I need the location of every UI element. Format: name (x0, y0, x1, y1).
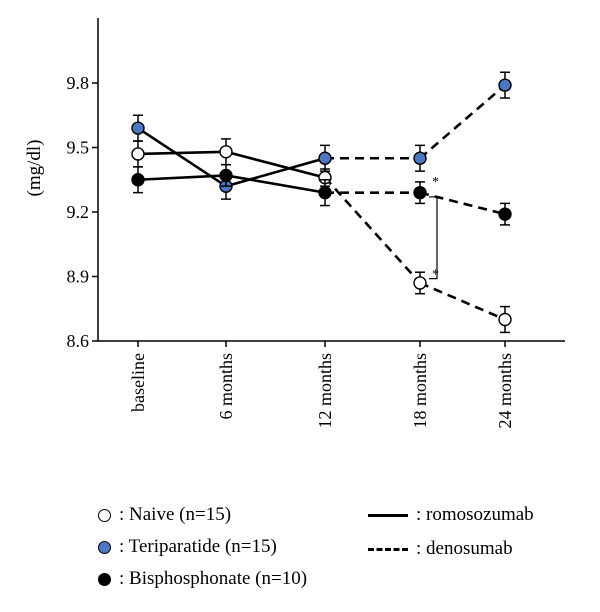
y-tick-label: 9.8 (67, 73, 90, 93)
legend-label-naive: : Naive (n=15) (119, 504, 232, 525)
legend-item-romosozumab: : romosozumab (368, 504, 534, 526)
naive-point (498, 312, 512, 327)
bisphosphonate-point (131, 173, 145, 187)
y-tick-label: 8.6 (67, 331, 90, 351)
x-tick-label: 24 months (495, 353, 515, 429)
legend-item-denosumab: : denosumab (368, 538, 513, 560)
teriparatide-segment (225, 156, 326, 188)
series-layer (131, 71, 512, 334)
naive-segment (419, 281, 506, 321)
naive-segment (324, 176, 421, 284)
legend-item-teriparatide: : Teriparatide (n=15) (98, 536, 277, 558)
x-tick-label: 12 months (315, 353, 335, 429)
solid-line-icon (368, 513, 408, 517)
bisphosphonate-segment (137, 174, 227, 182)
naive-point (219, 145, 233, 159)
y-tick-label: 9.2 (67, 202, 90, 222)
naive-segment (137, 150, 227, 156)
x-tick-label: 6 months (216, 353, 236, 420)
bisphosphonate-marker-icon (98, 572, 111, 586)
bisphosphonate-point (318, 185, 332, 200)
bisphosphonate-point (498, 207, 512, 221)
legend-item-bisphosphonate: : Bisphosphonate (n=10) (98, 568, 307, 590)
bisphosphonate-segment (225, 174, 326, 194)
y-axis-title: (mg/dl) (24, 140, 45, 197)
teriparatide-point (413, 151, 427, 165)
legend-label-bisphosphonate: : Bisphosphonate (n=10) (119, 568, 308, 589)
annotation-layer: ** (429, 175, 439, 283)
naive-marker-icon (98, 508, 111, 522)
dashed-line-icon (368, 547, 408, 551)
teriparatide-point (131, 121, 145, 135)
axes: 8.6 8.9 9.2 9.5 9.8 baseline 6 months 12 months… (67, 18, 565, 429)
legend: : Naive (n=15) : Teriparatide (n=15) : B… (0, 490, 600, 600)
teriparatide-point (498, 78, 512, 92)
naive-segment (225, 150, 326, 179)
x-tick-label: baseline (128, 353, 148, 412)
significance-bracket (429, 196, 438, 280)
teriparatide-point (318, 151, 332, 165)
bisphosphonate-segment (419, 191, 506, 216)
significance-asterisk: * (432, 268, 439, 283)
teriparatide-marker-icon (98, 540, 111, 554)
teriparatide-segment (419, 84, 506, 160)
legend-label-denosumab: : denosumab (416, 538, 513, 559)
x-tick-label: 18 months (410, 353, 430, 429)
significance-asterisk: * (432, 175, 439, 190)
y-tick-label: 8.9 (67, 267, 90, 287)
chart: 8.6 8.9 9.2 9.5 9.8 baseline 6 months 12 months… (24, 18, 565, 429)
naive-point (131, 147, 145, 161)
legend-label-teriparatide: : Teriparatide (n=15) (119, 536, 277, 557)
legend-item-naive: : Naive (n=15) (98, 504, 231, 526)
bisphosphonate-point (219, 168, 233, 183)
legend-label-romosozumab: : romosozumab (416, 504, 534, 525)
bisphosphonate-point (413, 185, 427, 200)
naive-point (413, 276, 427, 290)
y-tick-label: 9.5 (67, 138, 90, 158)
